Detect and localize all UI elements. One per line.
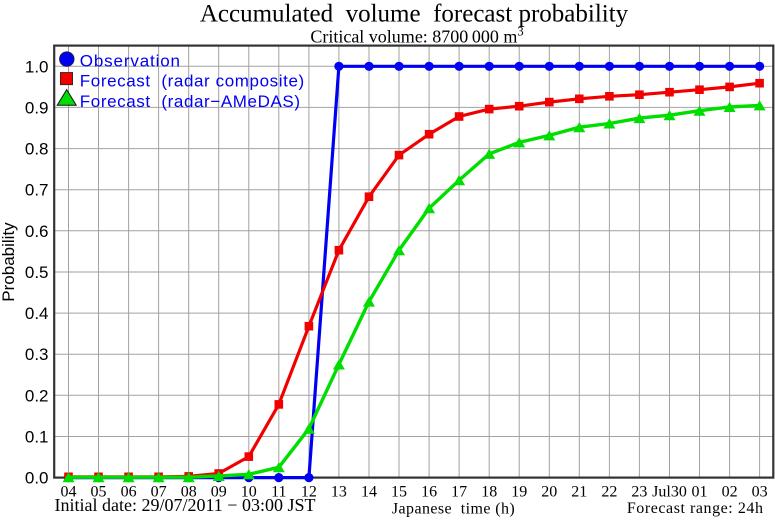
svg-text:21: 21 <box>571 484 587 501</box>
svg-text:23: 23 <box>631 484 647 501</box>
svg-text:16: 16 <box>421 484 437 501</box>
svg-text:Japanese time (h): Japanese time (h) <box>392 501 515 518</box>
svg-text:Forecast range: 24h: Forecast range: 24h <box>627 500 764 517</box>
svg-text:Initial date: 29/07/2011 − 03:: Initial date: 29/07/2011 − 03:00 JST <box>55 495 316 515</box>
svg-text:22: 22 <box>601 484 617 501</box>
svg-text:0.6: 0.6 <box>25 222 49 241</box>
svg-text:18: 18 <box>481 484 497 501</box>
svg-text:15: 15 <box>391 484 407 501</box>
svg-text:Accumulated volume forecast: Accumulated volume forecast probability <box>200 1 629 28</box>
svg-text:Critical volume: 8700 000 m3: Critical volume: 8700 000 m3 <box>310 25 523 47</box>
svg-text:01: 01 <box>692 484 708 501</box>
svg-text:1.0: 1.0 <box>25 57 49 76</box>
svg-text:20: 20 <box>541 484 557 501</box>
svg-text:10: 10 <box>241 484 257 501</box>
svg-text:Observation: Observation <box>80 51 181 70</box>
svg-text:0.0: 0.0 <box>25 469 49 488</box>
svg-text:09: 09 <box>211 484 227 501</box>
svg-text:14: 14 <box>361 484 377 501</box>
svg-text:0.2: 0.2 <box>25 386 49 405</box>
svg-text:04: 04 <box>61 484 77 501</box>
svg-text:06: 06 <box>121 484 137 501</box>
svg-text:07: 07 <box>151 484 167 501</box>
svg-text:0.4: 0.4 <box>25 304 49 323</box>
svg-text:Forecast (radar composite): Forecast (radar composite) <box>80 72 305 91</box>
svg-text:13: 13 <box>331 484 347 501</box>
svg-text:0.8: 0.8 <box>25 140 49 159</box>
svg-text:Probability: Probability <box>0 222 18 302</box>
svg-text:17: 17 <box>451 484 467 501</box>
svg-text:12: 12 <box>301 484 317 501</box>
svg-text:0.3: 0.3 <box>25 345 49 364</box>
svg-text:Jul30: Jul30 <box>652 484 687 501</box>
svg-text:0.5: 0.5 <box>25 263 49 282</box>
svg-text:0.9: 0.9 <box>25 98 49 117</box>
svg-text:11: 11 <box>271 484 286 501</box>
svg-text:0.1: 0.1 <box>25 428 49 447</box>
svg-text:0.7: 0.7 <box>25 181 49 200</box>
svg-text:08: 08 <box>181 484 197 501</box>
svg-text:05: 05 <box>91 484 107 501</box>
svg-text:Forecast (radar−AMeDAS): Forecast (radar−AMeDAS) <box>80 92 301 111</box>
svg-text:02: 02 <box>722 484 738 501</box>
svg-text:19: 19 <box>511 484 527 501</box>
svg-text:03: 03 <box>752 484 768 501</box>
